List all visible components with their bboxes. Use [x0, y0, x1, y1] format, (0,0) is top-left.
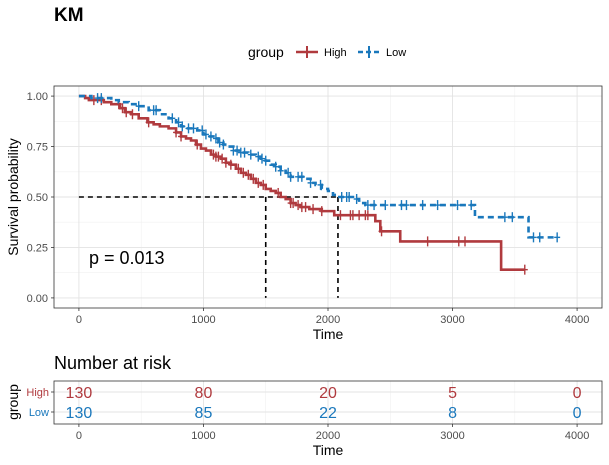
legend-title: group	[248, 44, 284, 60]
y-tick-label: 0.75	[27, 142, 48, 154]
at-risk-value-high: 130	[66, 385, 93, 402]
chart-title: KM	[54, 5, 84, 26]
at-risk-value-high: 20	[319, 385, 337, 402]
risk-x-tick-label: 2000	[316, 430, 340, 442]
risk-x-tick-label: 3000	[440, 430, 464, 442]
p-value-annotation: p = 0.013	[89, 248, 165, 268]
plot-border	[53, 85, 603, 309]
x-tick-label: 1000	[191, 314, 215, 326]
x-tick-label: 2000	[316, 314, 340, 326]
risk-table-grid	[54, 381, 602, 424]
at-risk-value-high: 80	[195, 385, 213, 402]
survival-curves	[78, 93, 561, 275]
y-axis-label: Survival probability	[5, 138, 21, 256]
y-tick-label: 1.00	[27, 91, 48, 103]
median-lines	[78, 196, 339, 298]
legend: group High Low	[248, 44, 406, 60]
x-axis-label: Time	[313, 326, 344, 342]
x-tick-label: 3000	[440, 314, 464, 326]
risk-row-label-high: High	[26, 387, 49, 399]
at-risk-value-high: 0	[573, 385, 582, 402]
x-tick-label: 0	[76, 314, 82, 326]
risk-x-tick-label: 4000	[565, 430, 589, 442]
at-risk-value-low: 22	[319, 405, 337, 422]
risk-x-tick-label: 1000	[191, 430, 215, 442]
risk-table-title: Number at risk	[54, 353, 172, 373]
at-risk-value-low: 8	[448, 405, 457, 422]
risk-table-x-ticks: 0 1000 2000 3000 4000	[76, 424, 589, 442]
risk-x-tick-label: 0	[76, 430, 82, 442]
y-tick-label: 0.50	[27, 192, 48, 204]
legend-label-high: High	[324, 47, 347, 59]
y-tick-label: 0.25	[27, 242, 48, 254]
at-risk-value-low: 0	[573, 405, 582, 422]
risk-row-label-low: Low	[29, 407, 49, 419]
y-axis-ticks: 0.00 0.25 0.50 0.75 1.00	[27, 91, 54, 305]
at-risk-value-high: 5	[448, 385, 457, 402]
at-risk-value-low: 130	[66, 405, 93, 422]
risk-table-row-labels: High Low	[26, 387, 54, 419]
plot-grid	[54, 86, 602, 308]
risk-table-x-label: Time	[313, 442, 344, 458]
legend-key-high	[296, 46, 318, 58]
legend-label-low: Low	[386, 47, 406, 59]
at-risk-value-low: 85	[195, 405, 213, 422]
km-plot-panel: 0.00 0.25 0.50 0.75 1.00 0 1000 2000 3000 4000 p…	[27, 85, 603, 326]
x-axis-ticks: 0 1000 2000 3000 4000	[76, 308, 589, 326]
legend-key-low	[358, 46, 380, 58]
y-tick-label: 0.00	[27, 293, 48, 305]
risk-table-y-label: group	[5, 384, 21, 420]
x-tick-label: 4000	[565, 314, 589, 326]
